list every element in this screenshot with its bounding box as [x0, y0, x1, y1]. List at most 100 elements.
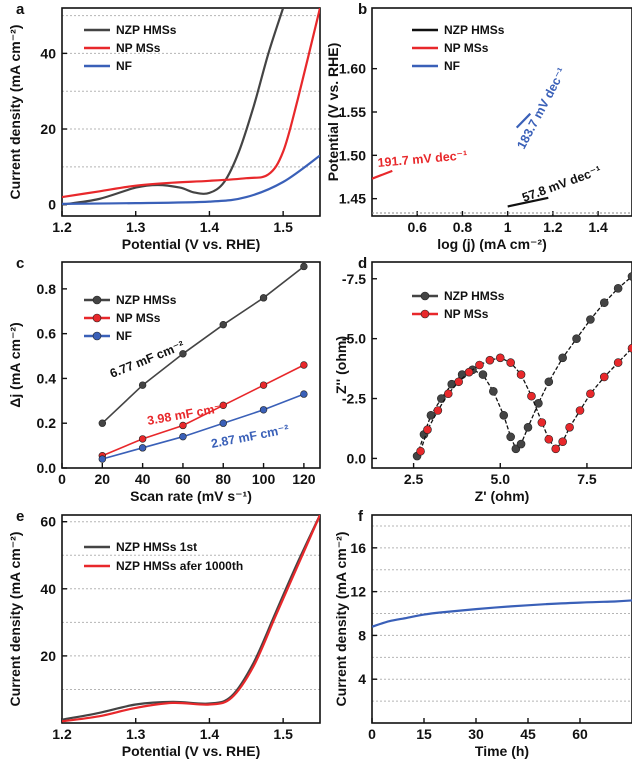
y-tick-label: 20: [40, 648, 56, 664]
series-line: [62, 8, 285, 206]
series-line: [62, 8, 320, 199]
data-point: [613, 358, 623, 367]
series-nzp-hmss-1st: [62, 515, 320, 721]
data-point: [558, 353, 567, 363]
x-tick-label: 120: [292, 471, 316, 487]
y-tick-label: 0.0: [347, 450, 367, 466]
y-tick-label: 0.8: [37, 281, 57, 297]
x-tick-label: 1.2: [52, 726, 72, 742]
y-axis-label: Current density (mA cm⁻²): [7, 532, 23, 707]
legend: NZP HMSs NP MSs NF: [84, 293, 177, 343]
series-line: [101, 364, 305, 457]
plot-frame: [371, 261, 632, 469]
x-tick-label: 40: [135, 471, 151, 487]
series-nzp-hmss: [507, 196, 549, 208]
panel-e: 1.2 1.3 1.4 1.5 20 40 60 Potential (V vs. RHE) C…: [7, 508, 321, 759]
panel-b: 0.6 0.8 1 1.2 1.4 1.45 1.50 1.55 1.60 log (j) (mA…: [325, 1, 632, 252]
legend-marker: [92, 295, 102, 305]
data-point: [259, 294, 268, 302]
data-point: [523, 422, 533, 432]
x-tick-label: 1.4: [588, 219, 608, 235]
x-tick-label: 0: [368, 726, 376, 742]
series-np-mss: [62, 8, 320, 199]
x-tick-label: 1.5: [273, 219, 293, 235]
data-point: [627, 343, 632, 353]
series-line: [507, 196, 549, 208]
data-point: [300, 390, 308, 398]
series-line: [62, 154, 320, 205]
y-tick-label: -7.5: [342, 271, 366, 287]
x-tick-label: 7.5: [577, 471, 597, 487]
legend-label: NZP HMSs: [444, 23, 505, 37]
legend-label: NF: [116, 59, 132, 73]
panel-f: 0 15 30 45 60 4 8 12 16 Time (h) Current density (…: [333, 508, 632, 759]
y-tick-label: 0.0: [37, 460, 57, 476]
data-point: [489, 387, 498, 396]
data-point: [443, 389, 453, 399]
y-tick-label: 1.55: [339, 104, 366, 120]
y-axis-label: Δj (mA cm⁻²): [7, 322, 23, 407]
data-point: [416, 446, 425, 456]
data-point: [544, 377, 554, 387]
x-axis-label: Potential (V vs. RHE): [122, 743, 260, 759]
data-point: [426, 411, 436, 420]
x-tick-label: 20: [95, 471, 111, 487]
x-axis-label: Potential (V vs. RHE): [122, 236, 260, 252]
data-point: [300, 262, 308, 271]
data-point: [506, 432, 515, 442]
x-tick-label: 15: [416, 726, 432, 742]
panel-a: 1.2 1.3 1.4 1.5 0 20 40 Potential (V vs. RHE) Cu…: [7, 1, 321, 252]
legend-label: NF: [116, 329, 132, 343]
x-axis-label: Z' (ohm): [475, 488, 530, 504]
legend-label: NZP HMSs afer 1000th: [116, 559, 243, 573]
x-tick-label: 60: [572, 726, 588, 742]
series-np-mss: [372, 169, 393, 180]
legend-label: NP MSs: [444, 307, 489, 321]
y-tick-label: 1.50: [339, 147, 366, 163]
data-point: [551, 444, 561, 454]
legend-marker: [420, 309, 430, 319]
data-point: [627, 272, 632, 281]
y-tick-label: 16: [350, 540, 366, 556]
data-point: [138, 381, 147, 389]
series-nf: [515, 112, 532, 129]
legend-label: NP MSs: [444, 41, 489, 55]
data-point: [599, 372, 609, 382]
series-line: [419, 347, 632, 452]
x-tick-label: 1.3: [126, 219, 146, 235]
plot-frame: [61, 514, 321, 724]
panel-d: 2.5 5.0 7.5 -7.5 -5.0 -2.5 0.0 Z' (ohm) Z'' (ohm…: [333, 255, 632, 504]
x-tick-label: 1.2: [543, 219, 563, 235]
panel-c: 0 20 40 60 80 100 120 0.0 0.2 0.4 0.6 0.8 Scan rate …: [7, 255, 321, 504]
data-point: [179, 432, 187, 441]
data-point: [98, 419, 107, 427]
data-point: [179, 350, 187, 358]
x-tick-label: 2.5: [404, 471, 424, 487]
data-point: [586, 315, 595, 324]
data-point: [586, 389, 595, 399]
series-line: [62, 515, 320, 723]
plot-frame: [61, 261, 321, 469]
series-line: [62, 515, 320, 721]
data-point: [423, 425, 432, 434]
series-nzp-hmss: [62, 8, 285, 206]
legend-label: NP MSs: [116, 41, 161, 55]
y-axis-label: Z'' (ohm): [333, 336, 349, 394]
data-point: [544, 434, 554, 444]
data-point: [138, 435, 147, 443]
legend-label: NZP HMSs: [444, 289, 505, 303]
x-tick-label: 1: [504, 219, 512, 235]
panel-label: c: [16, 255, 24, 272]
data-point: [516, 370, 526, 379]
legend-marker: [92, 331, 102, 341]
data-point: [506, 358, 515, 367]
y-tick-label: 1.60: [339, 61, 366, 77]
data-point: [599, 298, 609, 308]
y-tick-label: 40: [40, 581, 56, 597]
data-point: [558, 437, 567, 446]
data-point: [478, 370, 488, 379]
data-point: [565, 422, 574, 432]
plot-frame: [371, 7, 632, 217]
y-axis-label: Current density (mA cm⁻²): [333, 532, 349, 707]
legend-label: NZP HMSs: [116, 23, 177, 37]
